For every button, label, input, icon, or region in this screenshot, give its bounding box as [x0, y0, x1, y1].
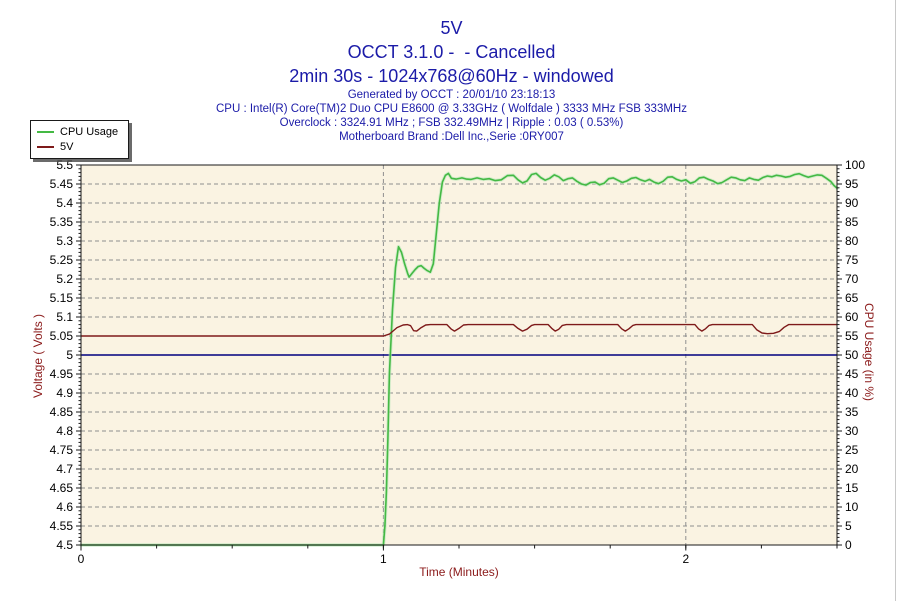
y-left-tick-label: 4.75 — [50, 443, 74, 457]
chart-header: 5V OCCT 3.1.0 - - Cancelled 2min 30s - 1… — [0, 16, 903, 144]
y-right-tick-label: 70 — [845, 272, 859, 286]
y-right-tick-label: 65 — [845, 291, 859, 305]
legend-label-5v: 5V — [60, 140, 74, 153]
y-right-tick-label: 35 — [845, 405, 859, 419]
x-axis-title: Time (Minutes) — [419, 565, 499, 579]
y-right-tick-label: 80 — [845, 234, 859, 248]
y-left-tick-label: 5.35 — [50, 215, 74, 229]
y-right-tick-label: 85 — [845, 215, 859, 229]
y-left-tick-label: 4.95 — [50, 367, 74, 381]
x-tick-label: 0 — [78, 552, 85, 566]
motherboard-info: Motherboard Brand :Dell Inc.,Serie :0RY0… — [339, 131, 564, 143]
y-left-tick-label: 4.6 — [56, 500, 73, 514]
y-left-tick-label: 5.5 — [56, 158, 73, 172]
y-left-tick-label: 5.25 — [50, 253, 74, 267]
y-right-tick-label: 50 — [845, 348, 859, 362]
legend-label-cpu-usage: CPU Usage — [60, 125, 119, 138]
subtitle-status: OCCT 3.1.0 - - Cancelled — [347, 42, 556, 62]
y-left-tick-label: 4.5 — [56, 538, 73, 552]
page-title: 5V — [440, 18, 463, 38]
y-left-tick-label: 4.7 — [56, 462, 73, 476]
legend-item-cpu-usage: CPU Usage — [37, 124, 118, 139]
y-left-tick-label: 4.8 — [56, 424, 73, 438]
y-left-tick-label: 4.9 — [56, 386, 73, 400]
y-left-tick-label: 5.3 — [56, 234, 73, 248]
y-right-tick-label: 55 — [845, 329, 859, 343]
right-axis-title: CPU Usage (in %) — [862, 302, 876, 402]
y-right-tick-label: 40 — [845, 386, 859, 400]
y-right-tick-label: 10 — [845, 500, 859, 514]
y-left-tick-label: 5 — [66, 348, 73, 362]
y-left-tick-label: 5.15 — [50, 291, 74, 305]
y-left-tick-label: 4.85 — [50, 405, 74, 419]
y-left-tick-label: 5.4 — [56, 196, 73, 210]
cpu-info: CPU : Intel(R) Core(TM)2 Duo CPU E8600 @… — [216, 103, 687, 115]
overclock-ripple-info: Overclock : 3324.91 MHz ; FSB 332.49MHz … — [279, 117, 624, 129]
y-right-tick-label: 25 — [845, 443, 859, 457]
y-right-tick-label: 0 — [845, 538, 852, 552]
y-right-tick-label: 20 — [845, 462, 859, 476]
y-right-tick-label: 100 — [845, 158, 865, 172]
subtitle-test-config: 2min 30s - 1024x768@60Hz - windowed — [289, 66, 614, 86]
cpu-usage-line-swatch — [37, 130, 54, 133]
y-left-tick-label: 5.2 — [56, 272, 73, 286]
y-right-tick-label: 60 — [845, 310, 859, 324]
y-left-tick-label: 5.1 — [56, 310, 73, 324]
cpu-usage-series-line — [80, 172, 838, 546]
x-tick-label: 2 — [682, 552, 689, 566]
y-right-tick-label: 15 — [845, 481, 859, 495]
y-left-tick-label: 4.65 — [50, 481, 74, 495]
legend-item-5v: 5V — [37, 139, 118, 154]
legend: CPU Usage 5V — [30, 120, 130, 159]
left-axis-title: Voltage ( Volts ) — [31, 313, 45, 399]
y-right-tick-label: 45 — [845, 367, 859, 381]
y-right-tick-label: 95 — [845, 177, 859, 191]
y-left-tick-label: 4.55 — [50, 519, 74, 533]
generated-timestamp: Generated by OCCT : 20/01/10 23:18:13 — [347, 89, 556, 101]
y-left-tick-label: 5.05 — [50, 329, 74, 343]
5v-line-swatch — [37, 145, 54, 148]
y-right-tick-label: 90 — [845, 196, 859, 210]
y-left-tick-label: 5.45 — [50, 177, 74, 191]
5v-series-line — [80, 323, 838, 337]
y-right-tick-label: 5 — [845, 519, 852, 533]
x-tick-label: 1 — [380, 552, 387, 566]
y-right-tick-label: 30 — [845, 424, 859, 438]
y-right-tick-label: 75 — [845, 253, 859, 267]
window-right-edge — [895, 0, 896, 601]
